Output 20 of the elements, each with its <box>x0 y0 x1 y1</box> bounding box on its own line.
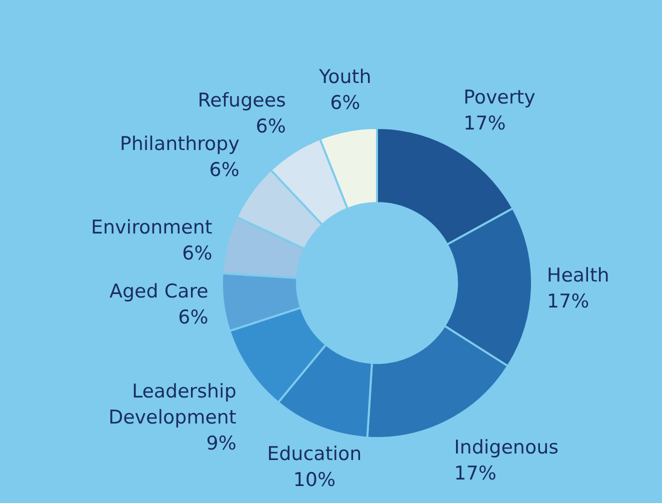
slice-label: Environment <box>91 216 212 239</box>
slice-label: Education <box>267 443 362 466</box>
slice-label: Poverty <box>464 86 536 109</box>
slice-label: Refugees <box>198 89 286 112</box>
data-label: 6% <box>256 115 286 138</box>
slice-label: Indigenous <box>454 436 559 458</box>
slice-label: Health <box>546 264 610 286</box>
data-label: 17% <box>454 462 496 484</box>
data-label: 6% <box>178 306 208 328</box>
data-label: 6% <box>182 242 212 265</box>
slice-label: Leadership Development <box>108 380 236 429</box>
data-label: 6% <box>209 159 240 182</box>
slice-label: Philanthropy <box>120 133 240 156</box>
slice-label: Aged Care <box>109 280 208 302</box>
data-label: 9% <box>206 432 236 455</box>
data-label: 17% <box>464 112 506 135</box>
data-label: 10% <box>293 469 336 492</box>
data-label: 6% <box>330 92 360 114</box>
slice-label: Youth <box>318 66 372 88</box>
data-label: 17% <box>546 290 590 312</box>
